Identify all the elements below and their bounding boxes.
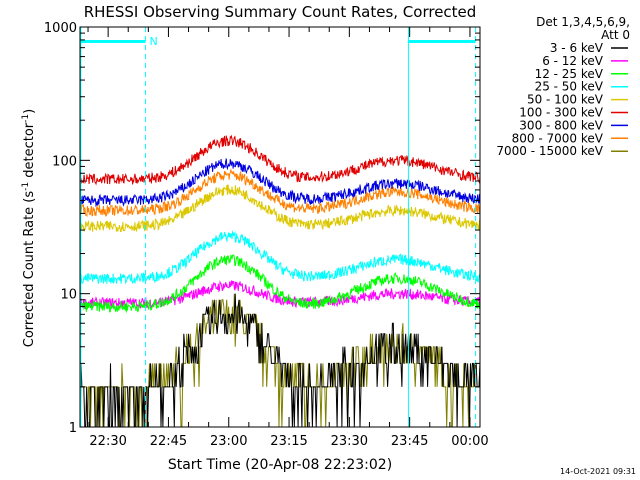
x-axis-label: Start Time (20-Apr-08 22:23:02) — [168, 457, 392, 473]
x-tick-label: 00:00 — [451, 434, 488, 449]
plot-area: N — [79, 27, 481, 428]
legend-label: 100 - 300 keV — [519, 106, 603, 120]
x-tick-label: 23:30 — [331, 434, 368, 449]
legend-label: 7000 - 15000 keV — [496, 144, 603, 158]
y-axis-label-mid: detector — [22, 122, 37, 182]
legend-header-line2: Att 0 — [601, 28, 630, 42]
y-axis-label: Corrected Count Rate (s-1 detector-1) — [21, 109, 37, 347]
footer-timestamp: 14-Oct-2021 09:31 — [560, 467, 636, 476]
y-axis-label-end: ) — [22, 109, 37, 114]
y-axis-label-exp2: -1 — [21, 114, 31, 123]
y-axis-label-exp1: -1 — [21, 182, 31, 191]
flag-bar-1 — [408, 40, 476, 43]
legend-label: 3 - 6 keV — [550, 41, 604, 55]
x-tick-label: 23:15 — [270, 434, 307, 449]
flag-bar-0 — [80, 40, 146, 43]
legend-label: 12 - 25 keV — [535, 67, 604, 81]
flag-label: N — [150, 35, 158, 48]
legend-label: 25 - 50 keV — [535, 80, 604, 94]
series-line-12-25keV — [79, 254, 481, 314]
series-line-50-100keV — [79, 184, 481, 233]
y-tick-label: 100 — [52, 154, 77, 169]
y-tick-label: 1 — [69, 421, 77, 436]
x-tick-label: 23:00 — [210, 434, 247, 449]
series-line-25-50keV — [79, 230, 481, 285]
y-tick-label: 1000 — [44, 21, 77, 36]
y-tick-label: 10 — [60, 288, 77, 303]
x-tick-label: 23:45 — [391, 434, 428, 449]
plot-frame — [79, 26, 481, 428]
x-tick-label: 22:45 — [150, 434, 187, 449]
series-line-3-6keV — [79, 293, 481, 428]
legend-label: 300 - 800 keV — [519, 118, 603, 132]
chart-title: RHESSI Observing Summary Count Rates, Co… — [84, 3, 477, 21]
axes: 1 10 100 1000 22:30 22:45 23:00 23:15 23:30 23:45… — [44, 21, 489, 449]
x-tick-label: 22:30 — [89, 434, 126, 449]
legend-label: 50 - 100 keV — [527, 93, 604, 107]
series-line-300-800keV — [79, 158, 481, 208]
legend-label: 800 - 7000 keV — [512, 131, 604, 145]
series-line-800-7000keV — [79, 168, 481, 218]
series-line-100-300keV — [79, 134, 481, 186]
legend-header-line1: Det 1,3,4,5,6,9, — [536, 15, 630, 29]
legend-label: 6 - 12 keV — [542, 54, 604, 68]
y-axis-label-main: Corrected Count Rate (s — [22, 191, 37, 348]
